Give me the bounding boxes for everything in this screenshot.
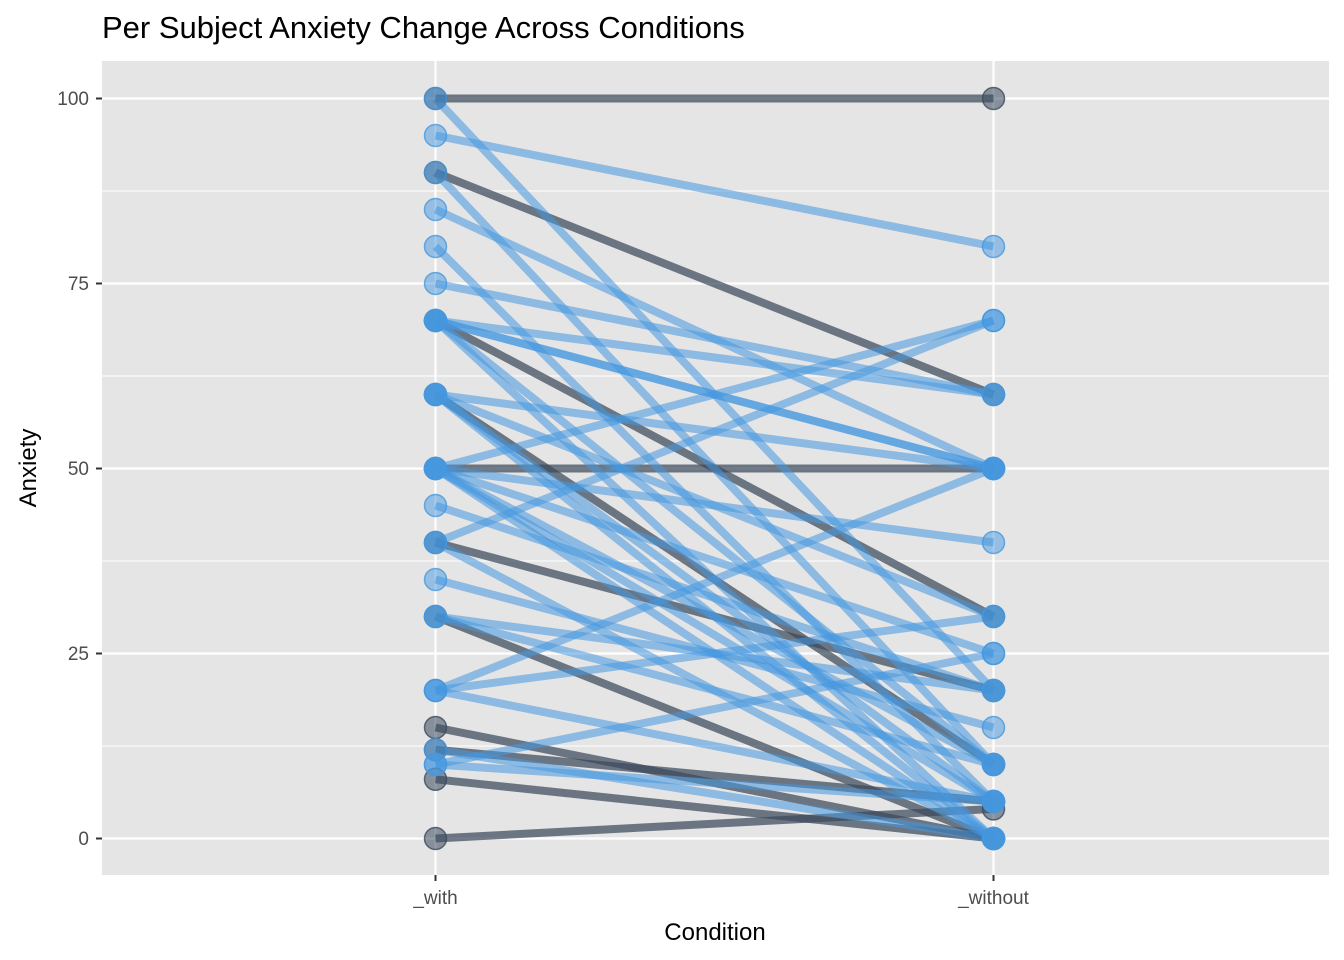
subject-lines [432, 94, 997, 843]
y-axis: 0 25 50 75 100 [57, 89, 102, 850]
subject-point-with [423, 456, 448, 481]
x-axis-title: Condition [664, 919, 765, 946]
x-tick-label: _with [412, 888, 457, 909]
subject-point-with [423, 234, 448, 259]
subject-point-with [423, 715, 448, 740]
subject-line [435, 775, 994, 843]
x-axis: _with _without [412, 875, 1030, 909]
subject-line [433, 465, 996, 805]
y-tick-label: 75 [68, 274, 89, 295]
subject-line [434, 316, 995, 473]
subject-line [435, 760, 994, 806]
subject-point-with [423, 382, 448, 407]
y-tick-label: 25 [68, 644, 89, 665]
subject-point-without [981, 86, 1006, 111]
subject-line [434, 745, 995, 843]
subject-line [434, 131, 995, 251]
subject-point-without [981, 604, 1006, 629]
subject-line [433, 464, 996, 769]
subject-line [434, 649, 995, 769]
subject-point-with [423, 160, 448, 185]
subject-point-with [423, 826, 448, 851]
subject-point-without [981, 789, 1006, 814]
subject-point-with [423, 567, 448, 592]
subject-line [434, 464, 995, 658]
subject-line [434, 464, 995, 547]
x-tick-label: _without [957, 888, 1029, 909]
subject-point-with [423, 271, 448, 296]
subject-point-without [981, 308, 1006, 333]
chart-title: Per Subject Anxiety Change Across Condit… [102, 10, 745, 45]
subject-point-without [981, 678, 1006, 703]
subject-point-with [423, 752, 448, 777]
subject-point-with [423, 678, 448, 703]
subject-line [434, 279, 995, 399]
subject-line [434, 612, 995, 769]
subject-line [435, 804, 994, 843]
subject-point-with [423, 493, 448, 518]
subject-point-with [423, 123, 448, 148]
y-tick-label: 50 [68, 459, 89, 480]
subject-line [433, 317, 996, 768]
subject-point-without [981, 530, 1006, 555]
y-tick-label: 100 [57, 89, 89, 110]
subject-point-without [981, 752, 1006, 777]
subject-point-with [423, 197, 448, 222]
subject-line [434, 686, 995, 806]
subject-point-without [981, 382, 1006, 407]
subject-point-with [423, 604, 448, 629]
subject-line [432, 169, 997, 768]
subject-point-without [981, 234, 1006, 259]
subject-line [434, 501, 995, 695]
subject-point-without [981, 641, 1006, 666]
subject-point-with [423, 86, 448, 111]
subject-point-with [423, 308, 448, 333]
subject-point-without [981, 456, 1006, 481]
subject-point-with [423, 530, 448, 555]
subject-points [423, 86, 1006, 851]
subject-point-without [981, 826, 1006, 851]
subject-line [434, 464, 995, 695]
subject-line [432, 243, 997, 805]
subject-line [434, 612, 995, 695]
y-tick-label: 0 [78, 829, 89, 850]
subject-point-without [981, 715, 1006, 740]
subject-line [434, 316, 995, 547]
y-axis-title: Anxiety [15, 429, 42, 508]
subject-line [434, 316, 995, 399]
